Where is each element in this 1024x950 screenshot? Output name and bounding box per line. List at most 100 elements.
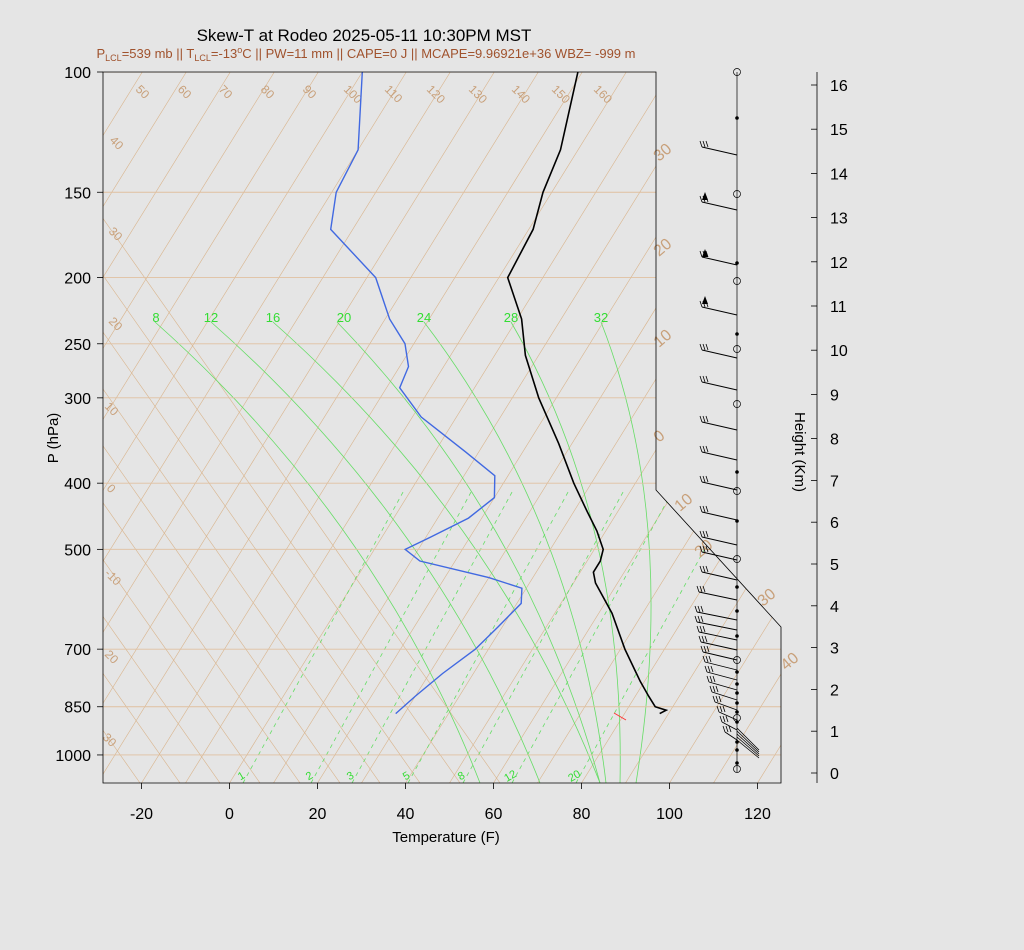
wind-barb-feather (728, 725, 732, 733)
temperature-tick-label: 120 (744, 806, 771, 823)
wind-barb (701, 381, 738, 391)
wind-barb (708, 681, 738, 691)
isotherm-line (493, 72, 781, 783)
wind-barb (736, 739, 760, 759)
wind-barbs (694, 68, 760, 773)
height-tick-label: 5 (830, 557, 839, 574)
wind-barb-feather (699, 250, 703, 258)
dry-adiabat-line (103, 72, 341, 783)
temperature-tick-label: 100 (656, 806, 683, 823)
height-tick-label: 9 (830, 387, 839, 404)
wind-barb (698, 631, 738, 641)
wind-barb (736, 733, 760, 755)
isotherm-line (0, 72, 10, 783)
wind-level-dot (735, 116, 739, 120)
wind-level-ring (733, 765, 741, 773)
height-tick-label: 12 (830, 255, 848, 272)
isotherm-label: 110 (382, 82, 406, 106)
moist-adiabat-line (272, 321, 601, 783)
isotherm-line (103, 72, 275, 783)
mixing-ratio-line (511, 489, 674, 783)
mixing-ratio-label: 5 (401, 770, 412, 783)
wind-barb-feather (701, 635, 705, 643)
wind-barb-pennant (702, 192, 708, 200)
wind-barb-feather (702, 445, 706, 453)
height-tick-label: 13 (830, 211, 848, 228)
wind-level-dot (735, 761, 739, 765)
chart-title: Skew-T at Rodeo 2025-05-11 10:30PM MST (197, 26, 532, 45)
wind-barb-feather (705, 445, 709, 453)
wind-barb-feather (699, 565, 703, 573)
temperature-axis: -20 0 20 40 60 80 100 120 (130, 783, 771, 823)
mixing-ratio-label: 1 (236, 770, 247, 783)
wind-barb-feather (705, 375, 709, 383)
height-tick-label: 1 (830, 724, 839, 741)
dry-adiabat-line (103, 72, 461, 783)
wind-barb (701, 451, 738, 461)
wind-barb-feather (725, 715, 729, 723)
wind-barb-feather (704, 635, 708, 643)
wind-barb-feather (715, 695, 719, 703)
wind-barb-feather (722, 715, 726, 723)
mixing-ratio-label: 2 (304, 770, 315, 783)
pressure-tick-label: 250 (64, 337, 91, 354)
wind-barb (696, 621, 738, 631)
isotherm-line (361, 72, 781, 783)
wind-barb-feather (716, 705, 720, 713)
wind-barb-feather (700, 645, 704, 653)
temperature-tick-label: 0 (225, 806, 234, 823)
isotherm-label: 30 (651, 141, 676, 166)
moist-adiabat-line (336, 321, 601, 783)
wind-barb-feather (696, 625, 700, 633)
wind-barb-feather (702, 585, 706, 593)
isotherm-labels: 50 60 70 80 90 100 110 120 130 140 150 160403020100… (100, 82, 802, 784)
wind-barb (701, 536, 738, 546)
wind-barb-feather (706, 675, 710, 683)
isotherm-label: 50 (133, 82, 153, 102)
pressure-tick-label: 100 (64, 65, 91, 82)
dry-adiabat-line (103, 72, 301, 783)
height-tick-label: 2 (830, 682, 839, 699)
wind-barb-feather (712, 685, 716, 693)
wind-barb-feather (700, 605, 704, 613)
isotherm-line (229, 72, 671, 783)
wind-level-dot (735, 634, 739, 638)
wind-barb-feather (702, 343, 706, 351)
dry-adiabat-line (0, 72, 20, 783)
wind-level-dot (735, 710, 739, 714)
wind-level-dot (735, 701, 739, 705)
chart-subtitle: PLCL=539 mb || TLCL=-13oC || PW=11 mm ||… (97, 45, 636, 63)
wind-barb-feather (705, 250, 709, 258)
isotherm-label: 90 (300, 82, 320, 102)
wind-barb-feather (715, 685, 719, 693)
isotherm-label: 0 (651, 427, 669, 446)
wind-barb (724, 731, 738, 741)
height-tick-label: 14 (830, 166, 848, 183)
wind-barb (736, 730, 760, 753)
height-tick-label: 11 (830, 299, 847, 316)
wind-barb-feather (702, 655, 706, 663)
isotherm-label: 150 (549, 82, 573, 106)
wind-barb-feather (708, 655, 712, 663)
isotherm-line (103, 72, 495, 783)
wind-level-ring (733, 277, 741, 285)
wind-barb (718, 711, 738, 721)
moist-adiabat-line (600, 321, 652, 783)
mixing-ratio-label: 12 (502, 768, 519, 785)
y-axis-label: P (hPa) (45, 413, 62, 464)
isotherm-line (581, 72, 781, 783)
height-tick-label: 7 (830, 473, 839, 490)
wind-barb-feather (702, 625, 706, 633)
wind-barb-feather (705, 140, 709, 148)
wind-barb-feather (704, 665, 708, 673)
isotherm-label: 10 (651, 327, 676, 352)
wind-barb-feather (699, 343, 703, 351)
temperature-tick-label: -20 (130, 806, 153, 823)
wind-barb-feather (705, 565, 709, 573)
wind-barb-feather (697, 615, 701, 623)
wind-barb-feather (700, 615, 704, 623)
wind-barb (701, 571, 738, 581)
wind-barb (736, 727, 760, 751)
wind-barb-feather (705, 655, 709, 663)
